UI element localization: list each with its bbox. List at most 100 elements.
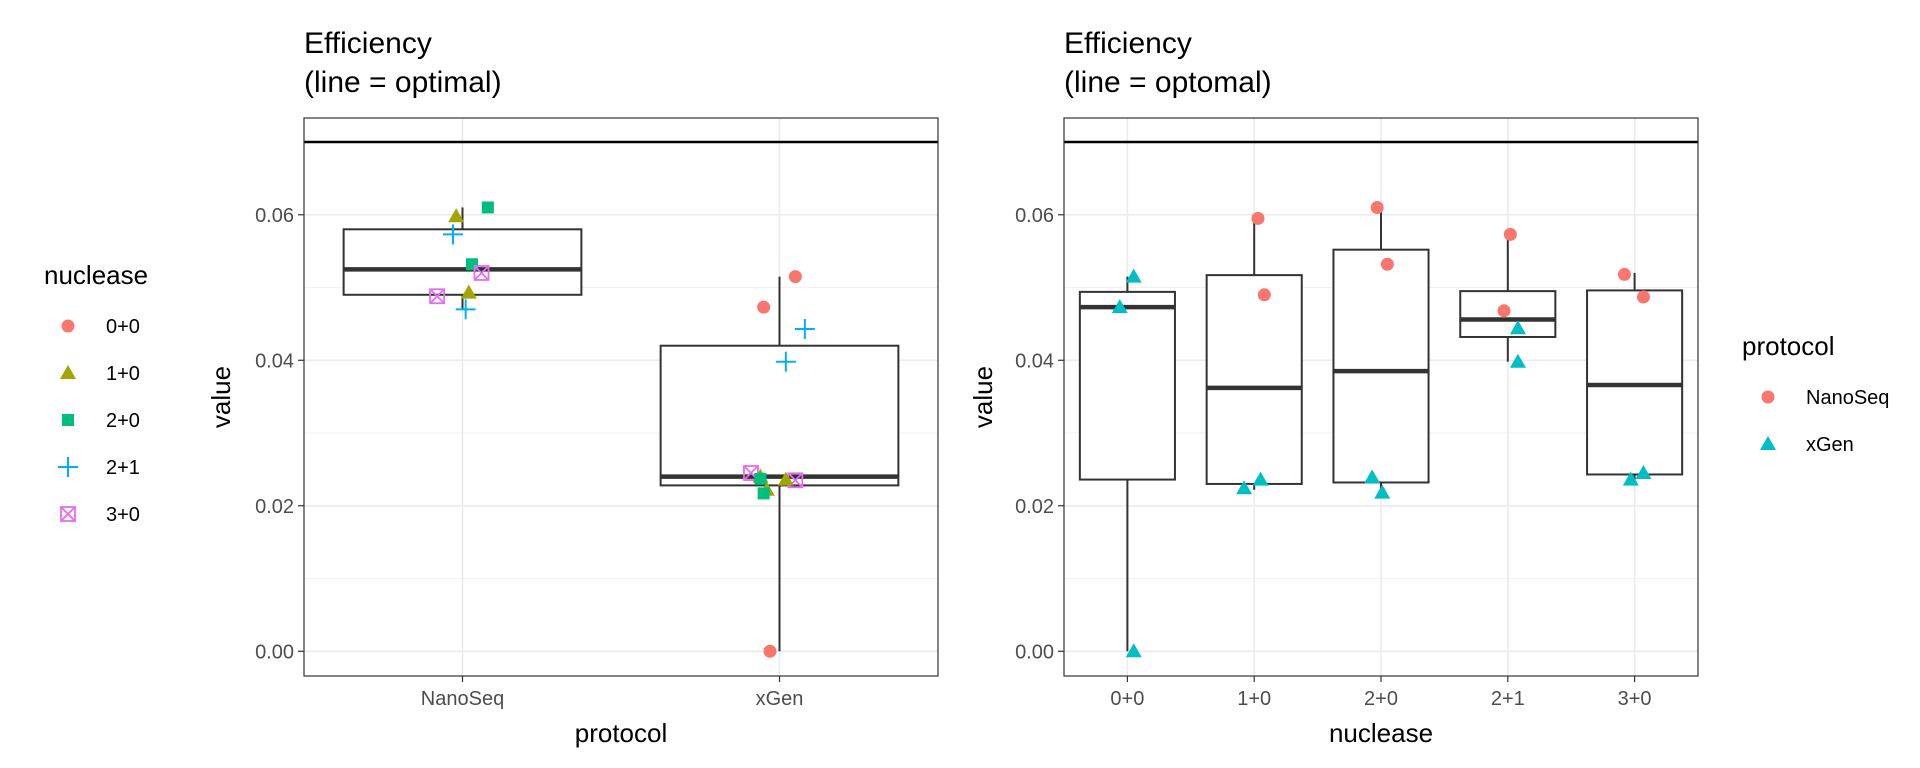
box-iqr (1078, 290, 1176, 481)
y-axis-label: value (206, 366, 236, 428)
panel-border (303, 117, 939, 677)
boxplots (342, 207, 900, 652)
point-circle (1617, 267, 1631, 281)
point-triangle (1252, 471, 1269, 486)
x-axis-label: protocol (575, 718, 668, 748)
point-triangle (1236, 480, 1253, 495)
point-circle (1370, 200, 1384, 214)
boxx-diag2 (60, 506, 76, 522)
chart-title-line2: (line = optimal) (304, 66, 502, 99)
x-tick-label: 3+0 (1618, 688, 1652, 710)
point-triangle (1111, 299, 1128, 314)
point-triangle (1125, 643, 1142, 658)
box-iqr (1586, 289, 1684, 476)
legend-label: 2+1 (106, 457, 140, 479)
point-boxx (429, 288, 446, 305)
point-circle (1251, 211, 1265, 225)
boxx-square (60, 506, 76, 522)
box-iqr (342, 228, 583, 296)
x-tick-label: 1+0 (1237, 688, 1271, 710)
point-square (757, 487, 770, 500)
point-triangle (1374, 484, 1391, 499)
y-tick-label: 0.02 (1015, 496, 1054, 518)
legend-key-boxx (60, 506, 76, 522)
point-triangle (1125, 268, 1142, 283)
legend-title: protocol (1742, 331, 1835, 361)
point-triangle (1364, 469, 1381, 484)
chart-efficiency-by-protocol: Efficiency (line = optimal) 0.00 0.02 0.04… (44, 27, 939, 748)
point-plus (775, 351, 796, 372)
boxplot-NanoSeq (342, 207, 583, 310)
legend-nuclease: nuclease 0+0 1+0 2+0 2+1 3+0 (44, 260, 148, 526)
point-plus (455, 299, 476, 320)
legend-label: NanoSeq (1806, 387, 1889, 409)
legend-key-triangle (1760, 436, 1776, 450)
point-circle (1503, 227, 1517, 241)
legend-protocol: protocol NanoSeq xGen (1742, 331, 1889, 456)
point-triangle (777, 471, 794, 486)
point-triangle (1509, 320, 1526, 335)
boxplot-0-0 (1078, 276, 1176, 652)
y-axis-ticks: 0.00 0.02 0.04 0.06 (255, 205, 304, 663)
x-tick-label: 2+0 (1364, 688, 1398, 710)
boxplots (1078, 207, 1684, 652)
box-iqr (659, 344, 900, 487)
y-axis-label: value (968, 366, 998, 428)
boxplot-xGen (659, 276, 900, 652)
y-tick-label: 0.00 (255, 641, 294, 663)
x-axis-label: nuclease (1329, 718, 1433, 748)
boxx-diag2 (473, 265, 490, 281)
point-triangle (460, 284, 477, 299)
x-tick-label: NanoSeq (421, 688, 504, 710)
legend-label: 0+0 (106, 316, 140, 338)
point-circle (1380, 257, 1394, 271)
chart-efficiency-by-nuclease: Efficiency (line = optomal) 0.00 0.02 0.04… (968, 27, 1889, 748)
data-points (1111, 200, 1652, 658)
chart-title-line1: Efficiency (1064, 27, 1192, 60)
y-tick-label: 0.00 (1015, 641, 1054, 663)
legend-key-circle (1761, 390, 1775, 404)
box-iqr (1332, 248, 1430, 484)
data-points (429, 201, 815, 658)
legend-key-circle (61, 319, 75, 333)
point-circle (788, 270, 802, 284)
y-axis-ticks: 0.00 0.02 0.04 0.06 (1015, 205, 1064, 663)
chart-title-line2: (line = optomal) (1064, 66, 1272, 99)
boxx-square (473, 265, 490, 281)
point-boxx (473, 265, 490, 281)
x-tick-label: xGen (756, 688, 804, 710)
point-triangle (1622, 471, 1639, 486)
box-iqr (1205, 274, 1303, 485)
legend-label: xGen (1806, 434, 1854, 456)
point-plus (794, 318, 815, 339)
point-circle (757, 300, 771, 314)
y-tick-label: 0.06 (1015, 205, 1054, 227)
point-circle (763, 644, 777, 658)
y-tick-label: 0.04 (1015, 350, 1054, 372)
x-tick-label: 2+1 (1491, 688, 1525, 710)
boxplot-1-0 (1205, 216, 1303, 490)
point-triangle (1509, 353, 1526, 368)
legend-key-plus (58, 457, 78, 477)
legend-label: 1+0 (106, 363, 140, 385)
point-circle (1497, 304, 1511, 318)
chart-title-line1: Efficiency (304, 27, 432, 60)
point-plus (442, 224, 463, 245)
y-tick-label: 0.02 (255, 496, 294, 518)
y-tick-label: 0.04 (255, 350, 294, 372)
x-tick-label: 0+0 (1110, 688, 1144, 710)
boxplot-3-0 (1586, 272, 1684, 481)
legend-key-triangle (60, 365, 76, 379)
legend-title: nuclease (44, 260, 148, 290)
legend-label: 3+0 (106, 504, 140, 526)
point-triangle (1635, 465, 1652, 480)
point-circle (1636, 290, 1650, 304)
boxx-diag2 (429, 288, 445, 304)
point-circle (1257, 288, 1271, 302)
boxx-diag2 (743, 465, 759, 481)
boxx-square (429, 288, 446, 305)
x-axis-ticks: 0+0 1+0 2+0 2+1 3+0 (1110, 676, 1652, 710)
x-axis-ticks: NanoSeq xGen (421, 676, 804, 710)
boxplot-2-0 (1332, 207, 1430, 494)
